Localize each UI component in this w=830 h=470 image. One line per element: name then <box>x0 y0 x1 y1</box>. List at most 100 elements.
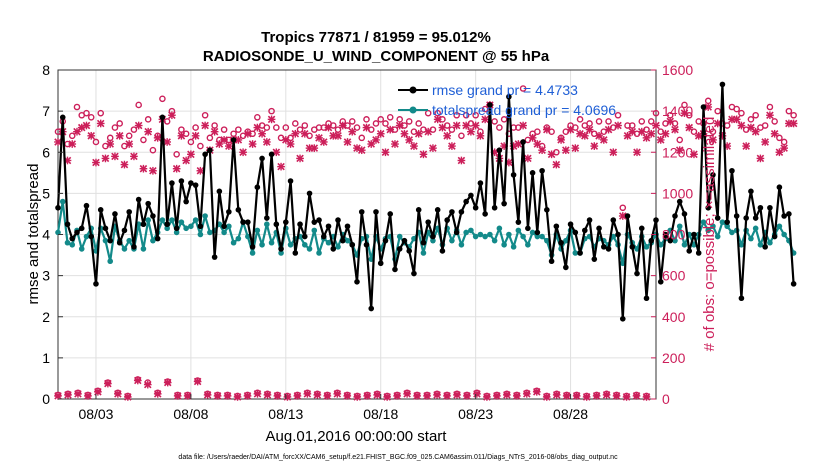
obs-assimilated-marker <box>637 127 646 136</box>
obs-assimilated-marker <box>680 109 689 118</box>
obs-assimilated-marker <box>780 144 788 152</box>
obs-assimilated-marker <box>571 144 580 152</box>
totalspread-point <box>235 235 242 242</box>
rmse-point <box>695 250 702 256</box>
rmse-point <box>733 213 740 219</box>
rmse-point <box>572 229 579 236</box>
totalspread-point <box>563 237 569 244</box>
obs-assimilated-marker <box>343 392 352 400</box>
rmse-point <box>534 229 541 236</box>
obs-possible-marker <box>140 136 147 144</box>
y-left-tick-label: 0 <box>42 391 50 407</box>
totalspread-point <box>714 233 721 240</box>
obs-assimilated-marker <box>273 392 282 400</box>
obs-possible-marker <box>301 122 309 129</box>
totalspread-point <box>491 237 498 244</box>
obs-assimilated-marker <box>130 152 138 161</box>
totalspread-point <box>757 241 764 248</box>
obs-assimilated-marker <box>592 392 601 400</box>
footnote: data file: /Users/raeder/DAI/ATM_forcXX/… <box>178 454 618 461</box>
rmse-series <box>55 81 797 322</box>
obs-possible-marker <box>676 136 684 144</box>
obs-assimilated-marker <box>267 115 276 124</box>
rmse-point <box>211 254 218 260</box>
rmse-point <box>392 266 398 273</box>
obs-assimilated-marker <box>429 144 437 152</box>
totalspread-point <box>59 198 66 205</box>
rmse-point <box>577 250 583 256</box>
obs-possible-marker <box>481 105 489 113</box>
obs-assimilated-marker <box>64 391 72 399</box>
totalspread-point <box>344 237 351 244</box>
obs-assimilated-marker <box>323 392 332 400</box>
rmse-point <box>738 295 745 302</box>
totalspread-point <box>515 227 522 234</box>
obs-possible-marker <box>372 120 380 127</box>
obs-assimilated-marker <box>538 146 546 155</box>
rmse-point <box>55 204 61 211</box>
rmse-point <box>767 204 773 211</box>
obs-assimilated-marker <box>433 391 441 399</box>
obs-assimilated-marker <box>183 392 192 400</box>
legend-rmse-marker <box>409 86 417 94</box>
obs-assimilated-marker <box>671 125 679 134</box>
obs-assimilated-marker <box>225 142 233 150</box>
rmse-point <box>216 188 223 195</box>
obs-assimilated-marker <box>599 136 608 144</box>
y-right-tick-label: 400 <box>662 309 686 325</box>
obs-assimilated-marker <box>82 121 91 130</box>
y-axis-left: 0 1 2 3 4 5 6 7 8 <box>42 62 63 407</box>
obs-possible-marker <box>785 107 793 115</box>
rmse-point <box>667 237 674 244</box>
obs-assimilated-marker <box>424 127 433 136</box>
totalspread-point <box>192 217 199 223</box>
rmse-point <box>121 227 128 234</box>
totalspread-point <box>672 237 678 244</box>
obs-assimilated-marker <box>661 129 670 138</box>
rmse-point <box>771 233 778 240</box>
totalspread-point <box>748 235 754 242</box>
totalspread-point <box>738 241 745 248</box>
y-right-tick-label: 800 <box>662 227 686 243</box>
obs-assimilated-marker <box>561 146 570 155</box>
totalspread-point <box>420 250 427 256</box>
rmse-point <box>472 204 479 211</box>
obs-assimilated-marker <box>272 148 281 157</box>
totalspread-point <box>529 229 536 236</box>
totalspread-point <box>278 250 284 256</box>
rmse-point <box>719 81 726 88</box>
obs-possible-marker <box>187 138 195 146</box>
chart-title-line2: RADIOSONDE_U_WIND_COMPONENT @ 55 hPa <box>203 48 550 65</box>
obs-assimilated-marker <box>457 156 466 165</box>
obs-possible-marker <box>605 118 612 125</box>
totalspread-point <box>430 237 436 244</box>
rmse-point <box>657 278 664 285</box>
obs-assimilated-marker <box>182 156 190 165</box>
obs-possible-marker <box>68 132 76 140</box>
legend-totalspread-label: totalspread grand pr = 4.0696 <box>432 102 616 118</box>
totalspread-point <box>145 217 151 223</box>
x-axis: 08/03 08/08 08/13 08/18 08/23 08/28 <box>78 394 588 422</box>
obs-assimilated-marker <box>111 152 119 161</box>
rmse-point <box>283 219 289 225</box>
obs-assimilated-marker <box>163 138 171 146</box>
rmse-point <box>192 182 199 188</box>
obs-assimilated-marker <box>193 377 202 386</box>
rmse-point <box>301 233 308 240</box>
obs-possible-marker <box>144 116 152 123</box>
rmse-point <box>586 217 593 223</box>
obs-possible-marker <box>647 118 655 125</box>
totalspread-point <box>487 231 493 238</box>
rmse-point <box>354 278 360 285</box>
obs-assimilated-marker <box>633 148 641 157</box>
rmse-point <box>453 229 460 236</box>
obs-possible-marker <box>405 118 413 125</box>
obs-assimilated-marker <box>357 146 366 155</box>
obs-assimilated-marker <box>756 154 765 163</box>
obs-assimilated-marker <box>373 391 382 399</box>
obs-assimilated-marker <box>324 123 333 132</box>
rmse-point <box>259 155 265 162</box>
totalspread-point <box>396 233 403 240</box>
obs-possible-marker <box>690 128 698 135</box>
obs-assimilated-marker <box>213 392 222 400</box>
